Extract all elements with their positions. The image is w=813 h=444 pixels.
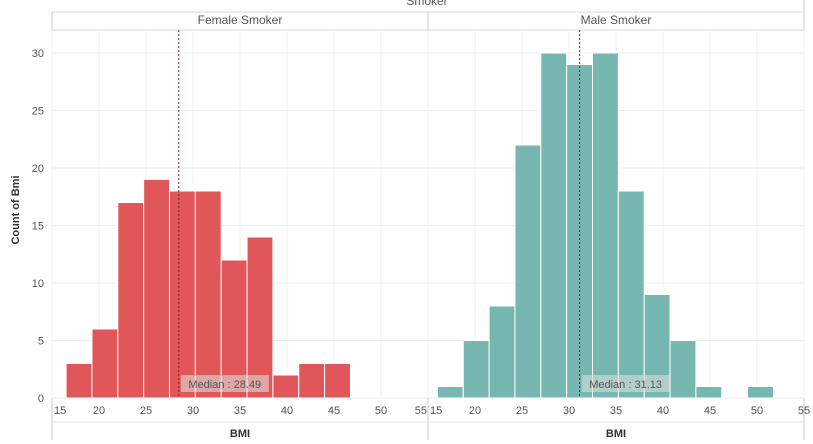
- histogram-bar: [272, 374, 300, 399]
- median-label-background: [581, 375, 670, 392]
- histogram-bar: [298, 363, 326, 399]
- x-tick-label: 30: [563, 405, 575, 417]
- histogram-bar: [169, 190, 196, 399]
- x-tick-label: 35: [610, 405, 622, 417]
- x-axis-label-2: BMI: [606, 428, 626, 440]
- histogram-bar: [747, 386, 774, 399]
- histogram-bar: [324, 363, 351, 399]
- x-axis-label-1: BMI: [230, 428, 250, 440]
- y-tick-label: 20: [32, 163, 44, 175]
- histogram-bar: [91, 328, 119, 399]
- x-tick-label: 15: [54, 405, 66, 417]
- histogram-bar: [194, 190, 222, 399]
- histogram-bar: [117, 202, 145, 399]
- histogram-bar: [246, 236, 274, 399]
- histogram-bar: [695, 386, 723, 399]
- x-tick-label: 35: [234, 405, 246, 417]
- y-tick-label: 10: [32, 278, 44, 290]
- panel-header-2: Male Smoker: [581, 13, 652, 27]
- x-tick-label: 45: [704, 405, 716, 417]
- y-tick-label: 25: [32, 106, 44, 118]
- histogram-bar: [143, 179, 170, 399]
- median-label-background: [180, 375, 269, 392]
- x-tick-label: 40: [281, 405, 293, 417]
- y-tick-label: 30: [32, 48, 44, 60]
- x-tick-label: 55: [415, 405, 427, 417]
- histogram-bar: [514, 144, 542, 399]
- y-tick-label: 15: [32, 221, 44, 233]
- histogram-bar: [462, 340, 490, 399]
- x-tick-label: 25: [140, 405, 152, 417]
- chart-title: Smoker: [406, 0, 447, 8]
- y-tick-label: 5: [38, 336, 44, 348]
- x-tick-label: 40: [657, 405, 669, 417]
- x-tick-label: 20: [469, 405, 481, 417]
- x-tick-label: 15: [430, 405, 442, 417]
- histogram-bar: [540, 52, 568, 399]
- panel-header-1: Female Smoker: [198, 13, 283, 27]
- x-tick-label: 45: [328, 405, 340, 417]
- histogram-bar: [592, 52, 619, 399]
- median-label: Median : 31.13: [589, 379, 662, 391]
- histogram-bar: [617, 190, 645, 399]
- y-axis-label: Count of Bmi: [10, 175, 22, 244]
- x-tick-label: 50: [751, 405, 763, 417]
- y-tick-label: 0: [38, 393, 44, 405]
- x-tick-label: 50: [375, 405, 387, 417]
- x-tick-label: 25: [516, 405, 528, 417]
- histogram-bar: [65, 363, 93, 399]
- plot-area: 0 5 10 15 20 25 30 Female Smoker 15 20 25 30 35 40 45 5…: [32, 0, 810, 440]
- histogram-bar: [488, 305, 516, 399]
- median-label: Median : 28.49: [188, 379, 261, 391]
- x-tick-label: 20: [93, 405, 105, 417]
- histogram-bar: [669, 340, 697, 399]
- x-tick-label: 55: [798, 405, 810, 417]
- x-tick-label: 30: [187, 405, 199, 417]
- histogram-bar: [436, 386, 464, 399]
